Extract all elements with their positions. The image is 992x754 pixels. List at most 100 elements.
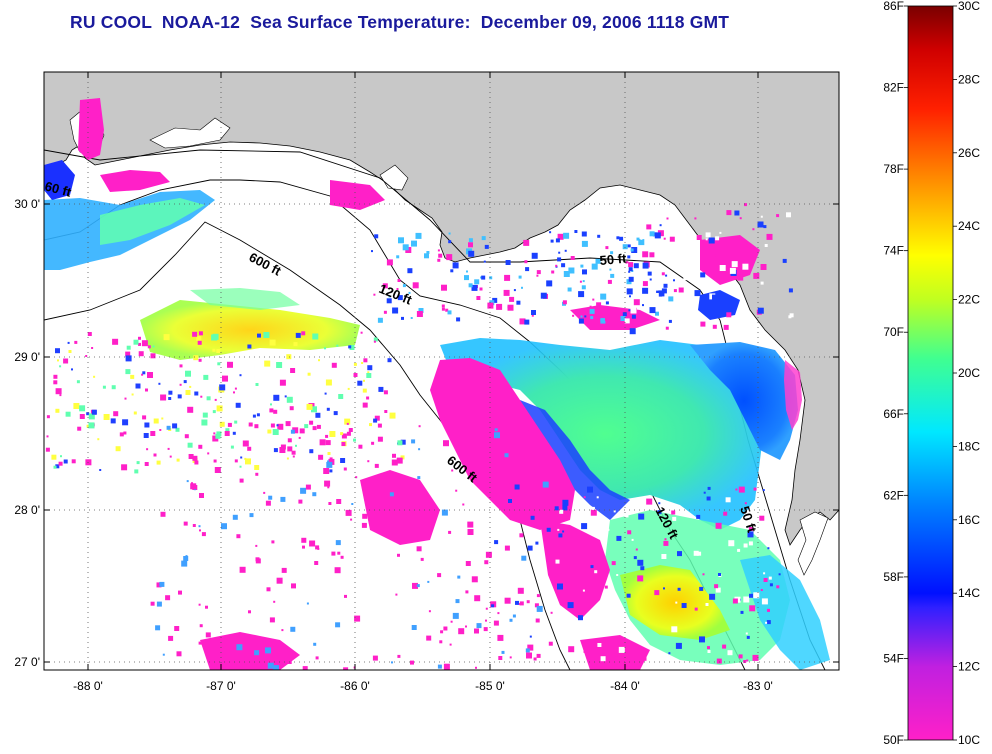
sst-pixel bbox=[370, 497, 374, 502]
sst-pixel bbox=[367, 371, 370, 374]
sst-pixel bbox=[494, 540, 499, 545]
sst-pixel bbox=[416, 584, 420, 588]
sst-pixel bbox=[619, 236, 624, 241]
sst-pixel bbox=[735, 488, 738, 491]
sst-pixel bbox=[760, 589, 763, 591]
sst-pixel bbox=[489, 276, 493, 280]
sst-pixel bbox=[696, 514, 701, 519]
sst-pixel bbox=[524, 319, 530, 325]
sst-pixel bbox=[738, 654, 743, 659]
lon-label-88: -88 0' bbox=[73, 679, 103, 693]
sst-pixel bbox=[527, 545, 533, 551]
sst-pixel bbox=[369, 423, 372, 427]
sst-pixel bbox=[133, 411, 137, 415]
sst-pixel bbox=[86, 412, 90, 416]
lat-label-28: 28 0' bbox=[14, 503, 40, 517]
sst-pixel bbox=[649, 273, 654, 278]
sst-pixel bbox=[411, 240, 417, 247]
sst-pixel bbox=[744, 502, 747, 505]
sst-pixel bbox=[290, 368, 296, 373]
sst-pixel bbox=[519, 533, 524, 538]
sst-pixel bbox=[198, 331, 203, 336]
sst-pixel bbox=[673, 279, 675, 282]
sst-pixel bbox=[248, 422, 253, 427]
sst-pixel bbox=[637, 559, 644, 566]
sst-pixel bbox=[669, 236, 675, 242]
sst-pixel bbox=[534, 466, 540, 472]
colorbar-f-label: 74F bbox=[883, 244, 904, 258]
sst-pixel bbox=[583, 647, 589, 653]
sst-pixel bbox=[581, 285, 586, 290]
sst-pixel bbox=[709, 256, 716, 263]
sst-pixel bbox=[661, 288, 667, 294]
sst-pixel bbox=[357, 380, 363, 386]
sst-pixel bbox=[495, 437, 499, 441]
sst-pixel bbox=[88, 422, 95, 429]
colorbar-c-label: 30C bbox=[958, 0, 980, 13]
sst-pixel bbox=[268, 495, 273, 500]
sst-pixel bbox=[631, 314, 636, 319]
sst-pixel bbox=[377, 423, 382, 428]
sst-pixel bbox=[626, 593, 631, 598]
sst-pixel bbox=[397, 553, 400, 557]
sst-pixel bbox=[728, 540, 735, 547]
sst-pixel bbox=[563, 271, 570, 277]
chart-title: RU COOL NOAA-12 Sea Surface Temperature:… bbox=[70, 12, 730, 32]
sst-pixel bbox=[485, 551, 492, 558]
sst-pixel bbox=[162, 653, 165, 656]
sst-pixel bbox=[658, 502, 661, 505]
sst-pixel bbox=[273, 600, 276, 603]
sst-pixel bbox=[678, 287, 684, 293]
sst-pixel bbox=[555, 559, 560, 564]
sst-pixel bbox=[161, 417, 164, 420]
map-frame bbox=[43, 71, 840, 671]
sst-pixel bbox=[58, 461, 63, 466]
sst-pixel bbox=[492, 297, 498, 303]
sst-pixel bbox=[417, 512, 422, 517]
sst-pixel bbox=[592, 298, 595, 301]
colorbar: 86F 82F 78F 74F 70F 66F 62F 58F 54F 50F 30C 28C 26C… bbox=[883, 0, 980, 747]
sst-pixel bbox=[507, 561, 513, 568]
sst-pixel bbox=[279, 379, 286, 386]
sst-pixel bbox=[159, 429, 162, 431]
land-mass bbox=[44, 72, 839, 546]
sst-pixel bbox=[192, 524, 196, 527]
sst-pixel bbox=[312, 492, 317, 497]
sst-pixel bbox=[193, 355, 199, 361]
sst-pixel bbox=[620, 316, 626, 321]
sst-pixel bbox=[133, 339, 139, 345]
sst-pixel bbox=[205, 632, 211, 638]
sst-pixel bbox=[201, 419, 208, 426]
sst-pixel bbox=[286, 457, 289, 460]
sst-pixel bbox=[742, 263, 749, 270]
sst-pixel bbox=[194, 391, 199, 396]
sst-pixel bbox=[123, 431, 127, 435]
sst-pixel bbox=[45, 447, 50, 452]
sst-pixel bbox=[353, 373, 358, 377]
sst-pixel bbox=[93, 375, 96, 378]
colorbar-ticks bbox=[904, 5, 957, 741]
sst-pixel bbox=[753, 272, 760, 279]
sst-pixel bbox=[130, 374, 135, 379]
sst-pixel bbox=[113, 411, 119, 417]
sst-pixel bbox=[292, 455, 295, 458]
sst-pixel bbox=[262, 654, 268, 660]
sst-pixel bbox=[485, 619, 487, 622]
sst-pixel bbox=[633, 299, 640, 306]
sst-pixel bbox=[525, 648, 530, 653]
sst-pixel bbox=[562, 300, 567, 305]
sst-pixel bbox=[591, 263, 598, 270]
sst-pixel bbox=[719, 265, 726, 271]
sst-pixel bbox=[726, 210, 732, 216]
sst-pixel bbox=[392, 453, 396, 458]
sst-pixel bbox=[531, 310, 536, 315]
sst-pixel bbox=[549, 231, 552, 234]
sst-pixel bbox=[668, 652, 671, 655]
sst-pixel bbox=[199, 624, 203, 628]
sst-pixel bbox=[285, 658, 292, 664]
colorbar-c-label: 10C bbox=[958, 733, 980, 747]
sst-pixel bbox=[707, 650, 711, 653]
sst-pixel bbox=[596, 302, 602, 308]
sst-pixel bbox=[293, 342, 298, 347]
sst-pixel bbox=[373, 340, 376, 343]
